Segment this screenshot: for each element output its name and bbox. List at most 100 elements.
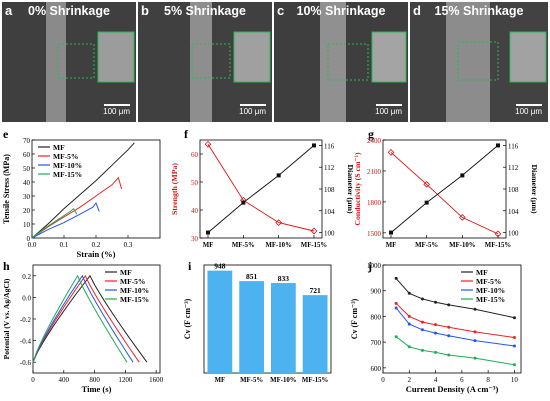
category-label: MF-5% xyxy=(415,242,438,249)
data-point xyxy=(434,323,438,327)
data-point xyxy=(424,200,429,205)
sem-panel-b: b 5% Shrinkage 100 μm xyxy=(138,2,272,122)
data-point xyxy=(312,143,316,148)
series-line-MF-5% xyxy=(395,302,515,338)
series-line-Diameter xyxy=(390,145,499,233)
scale-bar: 100 μm xyxy=(515,104,542,116)
data-point xyxy=(434,300,438,304)
bar-MF-5% xyxy=(239,281,265,373)
sem-image-b xyxy=(138,2,272,122)
sem-image-a xyxy=(2,2,136,122)
y-tick-label: 1800 xyxy=(367,199,382,207)
y-tick-label: 2100 xyxy=(367,168,382,176)
y2-axis-label: Diameter (μm) xyxy=(346,164,355,213)
legend-label: MF-15% xyxy=(120,295,149,304)
legend-label: MF-5% xyxy=(53,152,78,161)
data-point xyxy=(423,180,431,188)
data-point xyxy=(310,227,318,235)
series-line-Strength xyxy=(207,143,315,232)
data-point xyxy=(512,344,516,348)
y-tick-label: 1500 xyxy=(367,230,382,238)
legend-label: MF xyxy=(120,268,132,277)
data-point xyxy=(447,303,451,307)
legend-label: MF-15% xyxy=(53,170,82,179)
data-point xyxy=(394,276,398,280)
y-tick-label: 50 xyxy=(191,179,199,187)
legend-label: MF-5% xyxy=(120,277,145,286)
category-label: MF xyxy=(386,242,397,249)
data-point xyxy=(473,339,477,343)
data-point xyxy=(420,328,424,332)
data-point xyxy=(394,301,398,305)
x-tick-label: 10 xyxy=(511,376,519,384)
data-point xyxy=(394,306,398,310)
legend-label: MF-5% xyxy=(476,277,501,286)
y2-tick-label: 112 xyxy=(508,164,519,172)
chart-e-frame xyxy=(31,139,161,239)
y-axis-label: Tensile Stress (MPa) xyxy=(2,154,11,224)
y2-tick-label: 100 xyxy=(508,230,519,238)
y2-tick-label: 116 xyxy=(508,142,519,150)
y-tick-label: 0.0 xyxy=(22,294,31,302)
category-label: MF-15% xyxy=(302,377,329,384)
panel-title: 10% Shrinkage xyxy=(296,4,386,18)
x-tick-label: 0 xyxy=(31,376,35,384)
y2-tick-label: 104 xyxy=(324,208,335,216)
data-point xyxy=(434,331,438,335)
x-tick-label: 0.3 xyxy=(124,241,133,249)
sem-panel-d: d 15% Shrinkage 100 μm xyxy=(410,2,548,122)
bar-value-label: 833 xyxy=(278,274,290,283)
series-line-MF xyxy=(32,274,148,363)
scale-label: 100 μm xyxy=(239,107,266,116)
series-line-MF-10% xyxy=(31,201,100,239)
y-tick-label: 10 xyxy=(23,221,31,229)
category-label: MF-10% xyxy=(270,377,297,384)
y-axis-label: Cv (F cm⁻³) xyxy=(183,298,192,339)
data-point xyxy=(204,140,212,148)
sem-image-d xyxy=(410,2,548,122)
y-tick-label: 700 xyxy=(371,339,382,347)
y-tick-label: -0.6 xyxy=(20,359,32,367)
chart-i-frame xyxy=(203,264,332,374)
data-point xyxy=(447,334,451,338)
y-tick-label: 60 xyxy=(23,151,31,159)
y-axis-label: Conductivity (S cm⁻¹) xyxy=(353,152,362,226)
y2-tick-label: 108 xyxy=(324,186,335,194)
category-label: MF-10% xyxy=(265,242,292,249)
data-point xyxy=(241,200,246,205)
y2-tick-label: 112 xyxy=(324,164,335,172)
x-tick-label: 0.0 xyxy=(28,241,37,249)
y-tick-label: 40 xyxy=(23,179,31,187)
sem-panel-c: c 10% Shrinkage 100 μm xyxy=(274,2,408,122)
sem-image-c xyxy=(274,2,408,122)
scale-label: 100 μm xyxy=(515,107,542,116)
x-tick-label: 800 xyxy=(89,376,100,384)
y-tick-label: -0.4 xyxy=(20,338,32,346)
legend-label: MF xyxy=(476,268,488,277)
bar-value-label: 948 xyxy=(214,262,226,271)
data-point xyxy=(275,219,283,226)
data-point xyxy=(407,291,411,295)
x-axis-label: Current Density (A cm⁻³) xyxy=(406,384,499,394)
data-point xyxy=(512,363,516,367)
scale-label: 100 μm xyxy=(375,107,402,116)
y2-axis-label: Diameter (μm) xyxy=(530,164,539,213)
data-point xyxy=(206,230,210,235)
legend-label: MF-10% xyxy=(476,286,505,295)
data-point xyxy=(473,307,477,311)
panel-letter: j xyxy=(367,259,372,273)
y-tick-label: 30 xyxy=(23,193,31,201)
y-tick-label: 20 xyxy=(23,207,31,215)
y-axis-label: Cv (F cm⁻³) xyxy=(350,298,359,339)
chart-j-frame xyxy=(382,264,522,374)
scale-label: 100 μm xyxy=(103,107,130,116)
data-point xyxy=(447,325,451,329)
y2-tick-label: 116 xyxy=(324,142,335,150)
category-label: MF-15% xyxy=(301,242,328,249)
y2-tick-label: 104 xyxy=(508,208,519,216)
panel-title: 0% Shrinkage xyxy=(28,4,110,18)
category-label: MF xyxy=(215,377,226,384)
panel-letter: d xyxy=(413,3,421,18)
series-line-MF xyxy=(31,142,135,239)
